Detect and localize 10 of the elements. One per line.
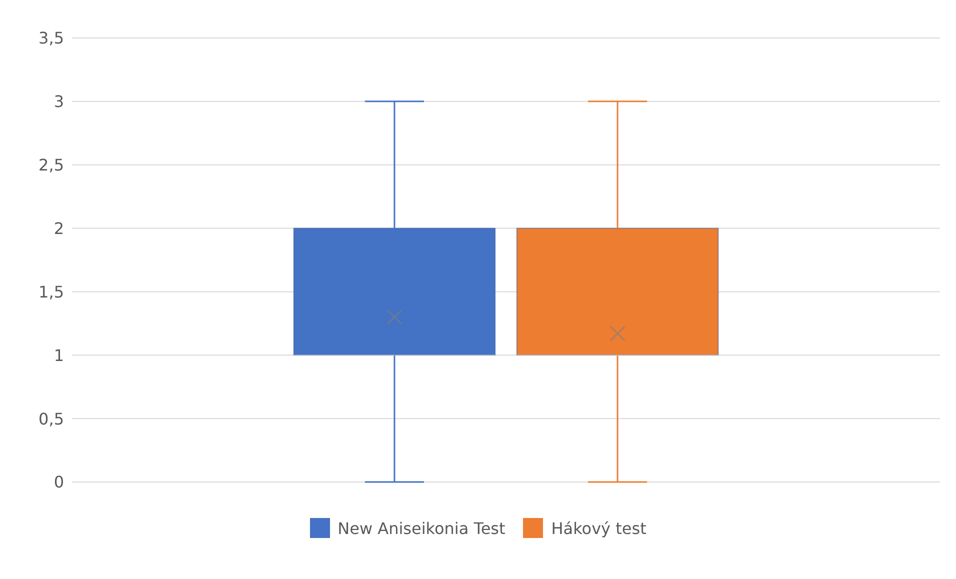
y-tick-label: 0,5 [38, 409, 64, 428]
y-tick-label: 0 [54, 472, 64, 492]
legend-label: Hákový test [551, 518, 646, 538]
y-tick-label: 1 [54, 346, 64, 365]
y-tick-label: 1,5 [38, 282, 64, 302]
y-tick-label: 2,5 [38, 156, 64, 175]
y-tick-label: 2 [54, 218, 64, 238]
y-tick-label: 3 [54, 92, 64, 112]
legend-label: New Aniseikonia Test [338, 518, 506, 538]
y-tick-label: 3,5 [38, 28, 64, 48]
